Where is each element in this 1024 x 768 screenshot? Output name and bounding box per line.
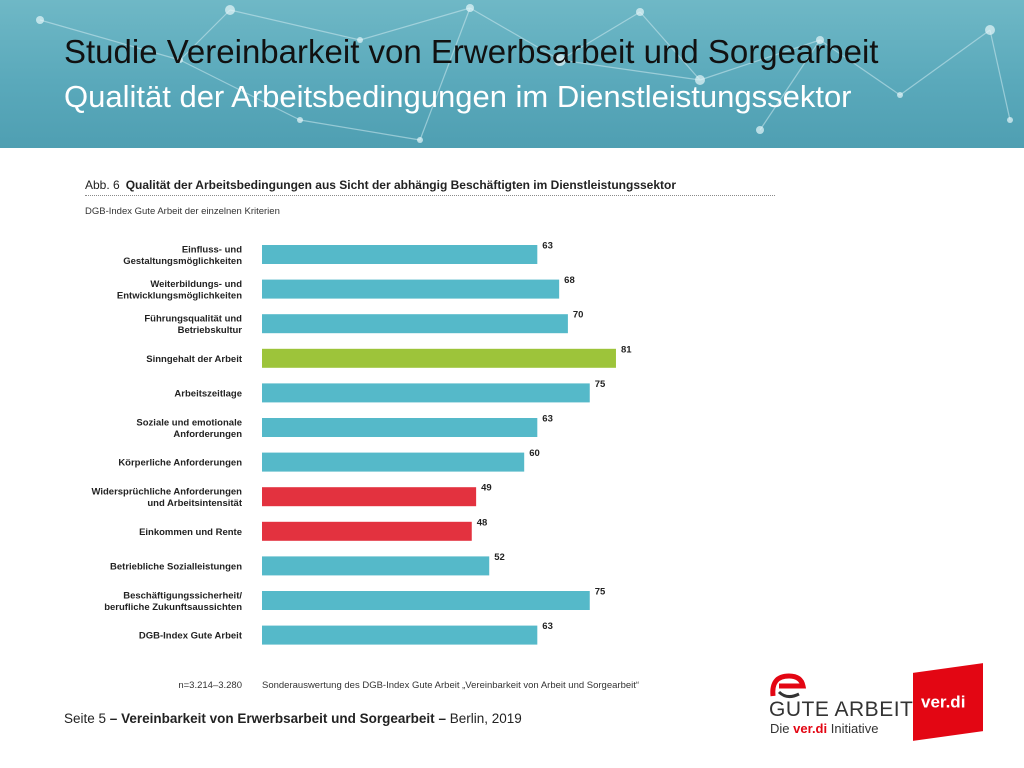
- bar-0: [262, 245, 538, 264]
- bar-6: [262, 452, 525, 472]
- initiative-text: Die ver.di Initiative: [770, 721, 878, 736]
- figure-title: Qualität der Arbeitsbedingungen aus Sich…: [125, 178, 677, 192]
- category-label-1: Weiterbildungs- und Entwicklungsmöglichke…: [117, 279, 242, 302]
- initiative-word: Initiative: [830, 721, 879, 736]
- initiative-die: Die: [770, 721, 790, 736]
- value-label-4: 75: [595, 379, 606, 390]
- value-label-9: 52: [494, 552, 505, 563]
- category-label-0: Einfluss- und Gestaltungsmöglichkeiten: [123, 244, 242, 267]
- value-label-3: 81: [621, 344, 632, 355]
- figure-number: Abb. 6: [85, 178, 120, 192]
- bar-3: [262, 348, 616, 368]
- category-label-3: Sinngehalt der Arbeit: [146, 354, 243, 365]
- category-label-7: Widersprüchliche Anforderungen und Arbeit…: [91, 486, 242, 509]
- value-label-8: 48: [477, 517, 488, 528]
- value-label-0: 63: [542, 241, 553, 252]
- verdi-logo-text: ver.di: [921, 692, 966, 712]
- verdi-logo: ver.di: [913, 663, 983, 741]
- sample-size-note: n=3.214–3.280: [178, 680, 242, 691]
- bar-10: [262, 591, 590, 610]
- footer-separator-1: –: [109, 711, 118, 726]
- initiative-verdi: ver.di: [793, 721, 828, 736]
- gute-arbeit-logo: GUTE ARBEIT Die ver.di Initiative: [767, 668, 913, 738]
- bar-8: [262, 521, 472, 541]
- bar-2: [262, 314, 568, 334]
- value-label-1: 68: [564, 275, 575, 286]
- category-label-9: Betriebliche Sozialleistungen: [110, 561, 242, 572]
- value-label-11: 63: [542, 621, 553, 632]
- bar-1: [262, 279, 560, 299]
- footer-page: Seite 5: [64, 711, 107, 726]
- value-label-10: 75: [595, 587, 606, 598]
- category-label-8: Einkommen und Rente: [139, 527, 242, 538]
- bar-chart: 63 Einfluss- und Gestaltungsmöglichkeiten 6…: [91, 241, 632, 645]
- value-label-7: 49: [481, 483, 492, 494]
- category-label-6: Körperliche Anforderungen: [118, 458, 242, 469]
- bar-7: [262, 487, 477, 507]
- slide-title: Studie Vereinbarkeit von Erwerbsarbeit u…: [64, 33, 879, 70]
- category-label-10: Beschäftigungssicherheit/berufliche Zuku…: [104, 590, 242, 613]
- gute-arbeit-text: GUTE ARBEIT: [769, 698, 914, 721]
- network-background-graphic: [36, 4, 1013, 143]
- bar-9: [262, 556, 490, 576]
- source-note: Sonderauswertung des DGB-Index Gute Arbe…: [262, 680, 640, 691]
- footer-separator-2: –: [438, 711, 446, 726]
- category-label-4: Arbeitszeitlage: [174, 388, 242, 399]
- footer-title: Vereinbarkeit von Erwerbsarbeit und Sorg…: [121, 711, 435, 726]
- bar-4: [262, 383, 590, 403]
- value-label-2: 70: [573, 310, 584, 321]
- category-label-2: Führungsqualität und Betriebskultur: [144, 313, 242, 336]
- bar-11: [262, 625, 538, 645]
- value-label-5: 63: [542, 414, 553, 425]
- slide-subtitle: Qualität der Arbeitsbedingungen im Diens…: [64, 79, 852, 114]
- category-label-5: Soziale und emotionale Anforderungen: [136, 417, 242, 440]
- footer-place-year: Berlin, 2019: [449, 711, 522, 726]
- header-banner: Studie Vereinbarkeit von Erwerbsarbeit u…: [0, 0, 1024, 148]
- bar-5: [262, 418, 538, 437]
- figure-subtitle: DGB-Index Gute Arbeit der einzelnen Krit…: [85, 206, 280, 217]
- value-label-6: 60: [529, 448, 540, 459]
- gute-arbeit-e-icon: [770, 673, 807, 699]
- category-label-11: DGB-Index Gute Arbeit: [139, 631, 243, 642]
- slide-footer: Seite 5 – Vereinbarkeit von Erwerbsarbei…: [64, 711, 522, 726]
- dotted-divider: [85, 195, 775, 196]
- figure-heading: Abb. 6 Qualität der Arbeitsbedingungen au…: [85, 178, 676, 192]
